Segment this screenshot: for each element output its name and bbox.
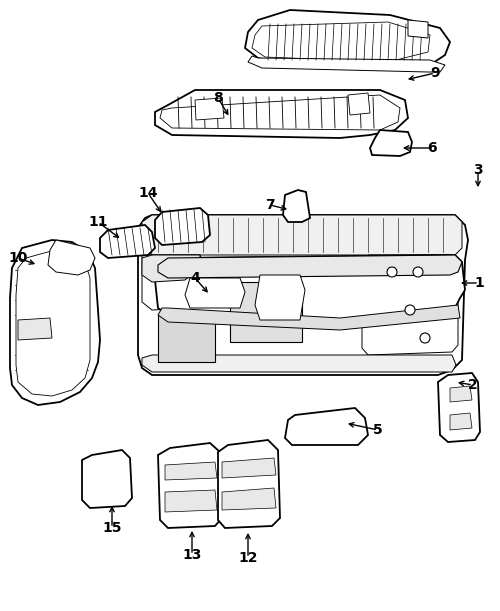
Polygon shape [218,440,280,528]
Polygon shape [160,95,400,130]
Text: 6: 6 [427,141,437,155]
Text: 7: 7 [265,198,275,212]
Polygon shape [450,386,472,402]
Circle shape [413,267,423,277]
Polygon shape [230,282,302,342]
Polygon shape [82,450,132,508]
Polygon shape [255,275,305,320]
Text: 9: 9 [430,66,440,80]
Text: 8: 8 [213,91,223,105]
Polygon shape [158,255,462,278]
Polygon shape [142,215,462,255]
Polygon shape [155,90,408,138]
Polygon shape [16,250,90,396]
Text: 5: 5 [373,423,383,437]
Text: 10: 10 [8,251,28,265]
Polygon shape [158,315,215,362]
Text: 1: 1 [474,276,484,290]
Polygon shape [348,93,370,115]
Polygon shape [158,305,460,330]
Polygon shape [370,130,412,156]
Circle shape [420,333,430,343]
Circle shape [387,267,397,277]
Text: 3: 3 [473,163,483,177]
Polygon shape [185,278,245,308]
Text: 13: 13 [182,548,202,562]
Polygon shape [10,240,100,405]
Polygon shape [18,318,52,340]
Polygon shape [142,255,200,282]
Polygon shape [165,490,217,512]
Polygon shape [285,408,368,445]
Polygon shape [138,215,468,375]
Polygon shape [283,190,310,222]
Polygon shape [408,20,428,38]
Polygon shape [245,10,450,70]
Polygon shape [48,240,95,275]
Circle shape [405,305,415,315]
Text: 4: 4 [190,271,200,285]
Polygon shape [142,255,205,310]
Polygon shape [450,413,472,430]
Text: 15: 15 [102,521,122,535]
Polygon shape [222,488,276,510]
Polygon shape [222,458,276,478]
Text: 12: 12 [238,551,258,565]
Polygon shape [252,22,430,62]
Polygon shape [165,462,217,480]
Text: 2: 2 [468,378,478,392]
Polygon shape [248,56,445,72]
Polygon shape [362,255,458,355]
Text: 11: 11 [88,215,108,229]
Polygon shape [438,373,480,442]
Polygon shape [100,225,155,258]
Polygon shape [155,255,465,325]
Polygon shape [195,98,224,120]
Text: 14: 14 [138,186,158,200]
Polygon shape [142,355,456,372]
Polygon shape [158,443,222,528]
Polygon shape [155,208,210,245]
